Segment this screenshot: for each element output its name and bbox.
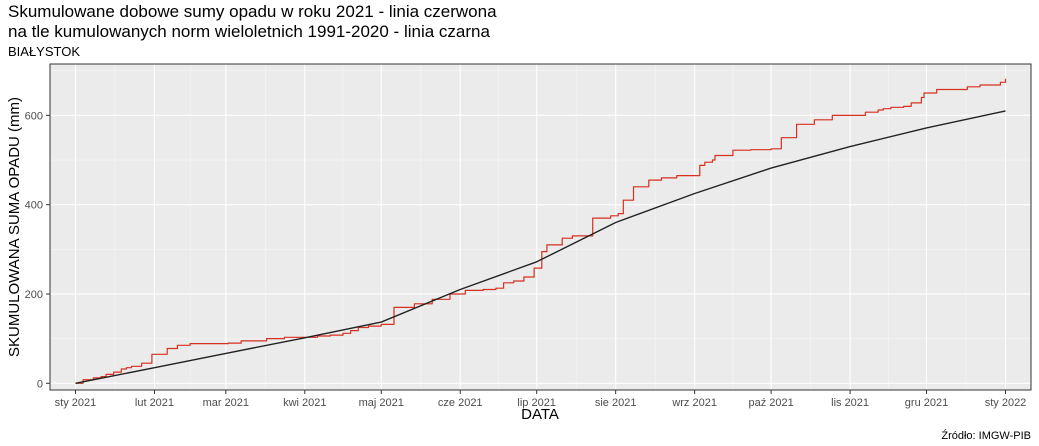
y-tick-label: 200 xyxy=(25,289,43,301)
plot-panel xyxy=(50,64,1031,390)
x-tick-label: sty 2021 xyxy=(55,397,97,409)
x-tick-label: lut 2021 xyxy=(135,397,174,409)
y-axis-ticks: 0 200 400 600 xyxy=(25,110,50,390)
grid-lines xyxy=(50,64,1031,390)
series-line-norm xyxy=(75,110,1006,384)
y-tick-label: 400 xyxy=(25,200,43,212)
x-tick-label: sie 2021 xyxy=(595,397,637,409)
x-axis-ticks: sty 2021 lut 2021 mar 2021 kwi 2021 maj 2021… xyxy=(55,390,1027,409)
chart-title-line-1: Skumulowane dobowe sumy opadu w roku 202… xyxy=(8,2,497,21)
x-tick-label: maj 2021 xyxy=(359,397,404,409)
series-line-2021 xyxy=(75,78,1007,384)
data-series xyxy=(75,78,1007,384)
x-tick-label: lip 2021 xyxy=(517,397,556,409)
source-label: Źródło: IMGW-PIB xyxy=(941,430,1031,442)
chart-subtitle: BIAŁYSTOK xyxy=(8,44,81,59)
plot-border xyxy=(49,63,1032,391)
x-tick-label: paź 2021 xyxy=(748,397,793,409)
x-tick-label: kwi 2021 xyxy=(283,397,326,409)
chart-title-block: Skumulowane dobowe sumy opadu w roku 202… xyxy=(8,2,497,60)
x-tick-label: gru 2021 xyxy=(905,397,948,409)
x-tick-label: wrz 2021 xyxy=(671,397,717,409)
y-axis-label: SKUMULOWANA SUMA OPADU (mm) xyxy=(6,97,23,357)
chart-title-line-2: na tle kumulowanych norm wieloletnich 19… xyxy=(8,22,490,41)
x-tick-label: sty 2022 xyxy=(985,397,1027,409)
x-tick-label: cze 2021 xyxy=(438,397,483,409)
y-tick-label: 0 xyxy=(37,378,43,390)
y-tick-label: 600 xyxy=(25,110,43,122)
x-tick-label: lis 2021 xyxy=(831,397,869,409)
x-tick-label: mar 2021 xyxy=(203,397,249,409)
x-axis-label: DATA xyxy=(521,406,559,423)
